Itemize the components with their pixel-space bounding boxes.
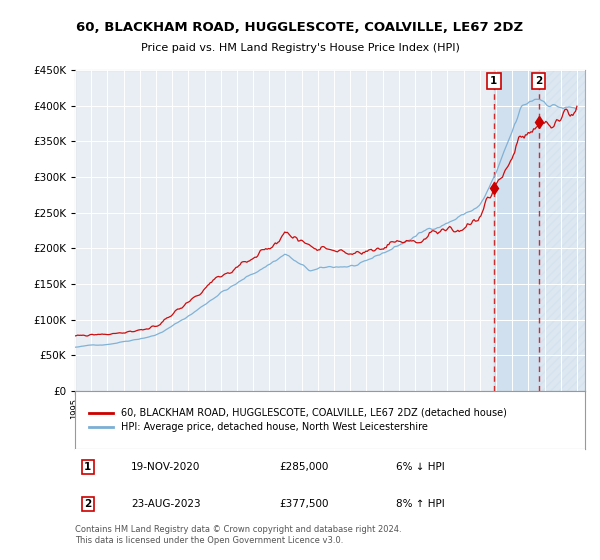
- Legend: 60, BLACKHAM ROAD, HUGGLESCOTE, COALVILLE, LE67 2DZ (detached house), HPI: Avera: 60, BLACKHAM ROAD, HUGGLESCOTE, COALVILL…: [85, 404, 511, 436]
- Text: 19-NOV-2020: 19-NOV-2020: [131, 462, 200, 472]
- Bar: [494, 70, 539, 391]
- Text: 8% ↑ HPI: 8% ↑ HPI: [397, 499, 445, 509]
- Text: £377,500: £377,500: [279, 499, 329, 509]
- Text: 60, BLACKHAM ROAD, HUGGLESCOTE, COALVILLE, LE67 2DZ: 60, BLACKHAM ROAD, HUGGLESCOTE, COALVILL…: [76, 21, 524, 34]
- Text: £285,000: £285,000: [279, 462, 328, 472]
- Text: 2: 2: [535, 76, 542, 86]
- Text: 6% ↓ HPI: 6% ↓ HPI: [397, 462, 445, 472]
- Text: 23-AUG-2023: 23-AUG-2023: [131, 499, 201, 509]
- Text: 1: 1: [84, 462, 91, 472]
- Text: 1: 1: [490, 76, 497, 86]
- Text: Price paid vs. HM Land Registry's House Price Index (HPI): Price paid vs. HM Land Registry's House …: [140, 43, 460, 53]
- Bar: [539, 70, 585, 391]
- Text: Contains HM Land Registry data © Crown copyright and database right 2024.
This d: Contains HM Land Registry data © Crown c…: [75, 525, 401, 545]
- Text: 2: 2: [84, 499, 91, 509]
